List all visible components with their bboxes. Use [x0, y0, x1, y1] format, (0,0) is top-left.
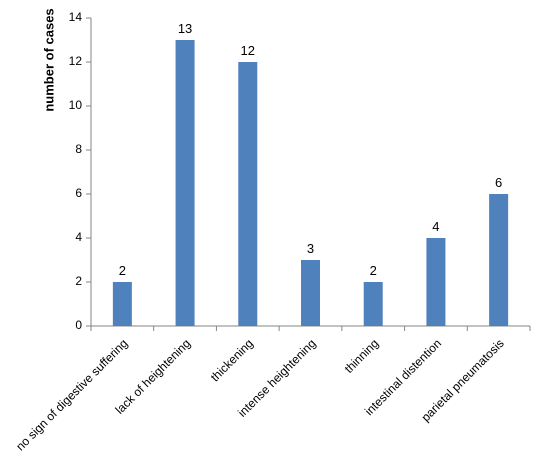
y-axis-label: number of cases [41, 8, 56, 111]
bar [363, 282, 383, 326]
y-tick-label: 0 [75, 318, 82, 332]
bar [238, 62, 258, 326]
data-labels: 2 13 12 3 2 4 6 [119, 21, 503, 278]
bar [301, 260, 320, 326]
y-tick-label: 2 [75, 274, 82, 288]
bar [426, 238, 446, 326]
x-tick-label: thickening [208, 336, 256, 384]
y-ticks: 0 2 4 6 8 10 12 14 [69, 10, 91, 332]
bar [112, 282, 132, 326]
bar [175, 40, 195, 326]
data-label: 4 [432, 219, 439, 234]
data-label: 2 [370, 263, 377, 278]
bars [112, 40, 509, 326]
y-tick-label: 4 [75, 230, 82, 244]
y-tick-label: 8 [75, 142, 82, 156]
data-label: 2 [119, 263, 126, 278]
data-label: 13 [178, 21, 192, 36]
x-tick-label: thinning [342, 336, 382, 376]
data-label: 3 [307, 241, 314, 256]
y-tick-label: 6 [75, 186, 82, 200]
y-tick-label: 14 [69, 10, 83, 24]
x-tick-label: no sign of digestive suffering [13, 336, 130, 453]
y-tick-label: 10 [69, 98, 83, 112]
y-tick-label: 12 [69, 54, 83, 68]
data-label: 12 [241, 43, 255, 58]
bar [489, 194, 509, 326]
data-label: 6 [495, 175, 502, 190]
